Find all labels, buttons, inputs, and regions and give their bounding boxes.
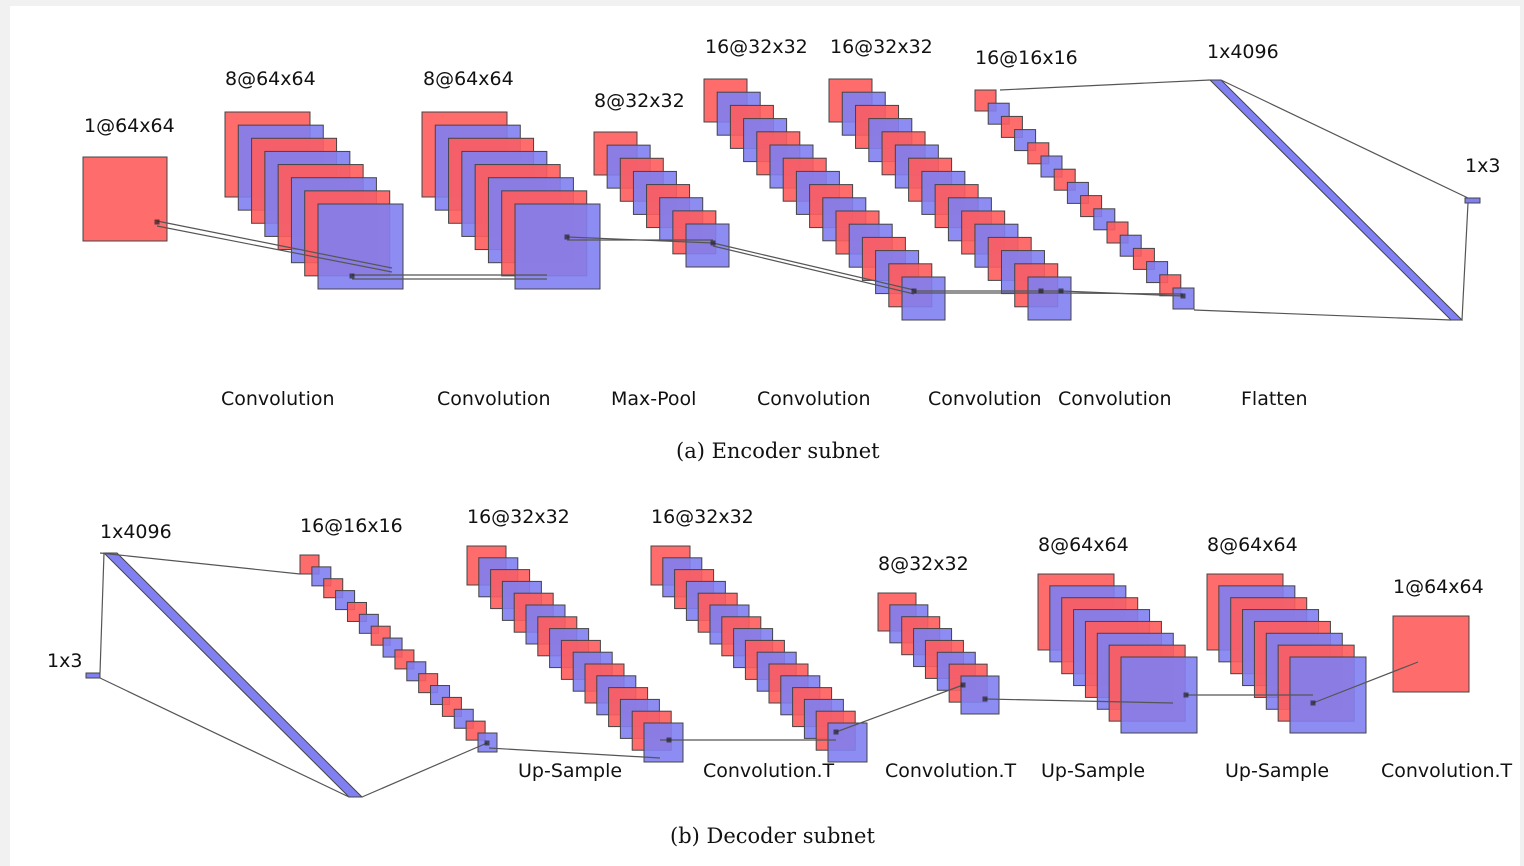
enc-flatten-bar — [1208, 79, 1464, 321]
dec-op-label: Up-Sample — [1225, 760, 1329, 782]
feature-map — [960, 675, 1000, 715]
connection-line — [1193, 309, 1452, 321]
feature-map — [643, 722, 684, 763]
enc-conv1-stack — [224, 111, 404, 290]
encoder-caption: (a) Encoder subnet — [676, 439, 880, 463]
feature-map — [1392, 615, 1470, 693]
enc-pool-stack — [593, 131, 730, 268]
connection-point — [1183, 692, 1189, 698]
enc-dim-label: 16@16x16 — [975, 47, 1078, 69]
connection-line — [984, 698, 1174, 704]
connection-point — [960, 682, 966, 688]
dec-dim-label: 16@32x32 — [651, 506, 754, 528]
connection-point — [564, 234, 570, 240]
connection-line — [99, 677, 350, 798]
connection-line — [999, 79, 1211, 91]
connection-point — [484, 740, 490, 746]
dec-op-label: Convolution.T — [1381, 760, 1513, 782]
enc-op-label: Convolution — [757, 388, 871, 410]
connection-line — [1060, 292, 1184, 295]
feature-map — [82, 156, 168, 242]
connection-point — [1038, 288, 1044, 294]
connection-point — [154, 219, 160, 225]
enc-op-label: Convolution — [221, 388, 335, 410]
connection-point — [833, 729, 839, 735]
connection-lines — [99, 79, 1469, 798]
dec-stack-32x32 — [877, 592, 1000, 715]
feature-map — [514, 203, 601, 290]
feature-map — [1027, 276, 1072, 321]
connection-line — [835, 684, 964, 733]
connection-line — [156, 220, 393, 269]
enc-dim-label: 8@64x64 — [225, 68, 316, 90]
dec-stack-upsample — [466, 545, 684, 763]
encoder-dimension-labels: 1@64x64 8@64x64 8@64x64 8@32x32 16@32x32… — [84, 36, 1500, 177]
layer-shapes — [82, 78, 1481, 798]
dec-stack-64x64-b — [1206, 573, 1367, 734]
feature-map — [901, 276, 946, 321]
dec-dim-label: 8@64x64 — [1038, 534, 1129, 556]
connection-line — [99, 552, 105, 674]
connection-line — [99, 552, 301, 575]
enc-latent-bar — [1464, 197, 1481, 204]
decoder-caption: (b) Decoder subnet — [670, 824, 875, 848]
connection-line — [1461, 202, 1469, 321]
encoder-operation-labels: Convolution Convolution Max-Pool Convolu… — [221, 388, 1307, 410]
feature-map — [827, 722, 868, 763]
enc-conv2-stack — [421, 111, 601, 290]
connection-line — [156, 225, 393, 273]
dec-dim-label: 16@32x32 — [467, 506, 570, 528]
decoder-dimension-labels: 1x4096 1x3 16@16x16 16@32x32 16@32x32 8@… — [47, 506, 1484, 672]
dec-op-label: Convolution.T — [885, 760, 1017, 782]
connection-line — [1312, 661, 1419, 704]
dec-stack-16x16 — [299, 554, 498, 753]
dec-op-label: Up-Sample — [1041, 760, 1145, 782]
enc-dim-label: 1@64x64 — [84, 115, 175, 137]
dec-dim-label: 1x4096 — [100, 521, 172, 543]
enc-dim-label: 1x3 — [1465, 155, 1500, 177]
connection-point — [710, 240, 716, 246]
connection-line — [1220, 79, 1469, 199]
connection-point — [666, 737, 672, 743]
enc-dim-label: 1x4096 — [1207, 41, 1279, 63]
enc-op-label: Convolution — [1058, 388, 1172, 410]
feature-map — [317, 203, 404, 290]
connection-line — [712, 242, 915, 291]
dec-dim-label: 1x3 — [47, 650, 82, 672]
enc-conv3-stack — [703, 78, 946, 321]
dec-stack-64x64-a — [1037, 573, 1198, 734]
connection-line — [488, 747, 661, 759]
enc-op-label: Convolution — [928, 388, 1042, 410]
dec-latent-bar — [85, 672, 101, 679]
connection-point — [982, 696, 988, 702]
enc-input-map — [82, 156, 168, 242]
connection-point — [911, 288, 917, 294]
connection-point — [1180, 293, 1186, 299]
connection-point — [1058, 288, 1064, 294]
enc-conv5-stack — [974, 89, 1195, 310]
connection-line — [361, 742, 488, 798]
dec-stack-convT1 — [650, 545, 868, 763]
connection-point — [1310, 700, 1316, 706]
connection-point — [349, 273, 355, 279]
enc-dim-label: 8@64x64 — [423, 68, 514, 90]
dec-dim-label: 1@64x64 — [1393, 576, 1484, 598]
enc-dim-label: 8@32x32 — [594, 90, 685, 112]
enc-dim-label: 16@32x32 — [830, 36, 933, 58]
connection-line — [712, 245, 915, 295]
dec-op-label: Convolution.T — [703, 760, 835, 782]
enc-conv4-stack — [828, 78, 1072, 321]
enc-op-label: Convolution — [437, 388, 551, 410]
dec-op-label: Up-Sample — [518, 760, 622, 782]
enc-dim-label: 16@32x32 — [705, 36, 808, 58]
dec-dim-label: 16@16x16 — [300, 515, 403, 537]
enc-op-label: Flatten — [1241, 388, 1307, 410]
dec-dim-label: 8@64x64 — [1207, 534, 1298, 556]
decoder-operation-labels: Up-Sample Convolution.T Convolution.T Up… — [518, 760, 1513, 782]
dec-output-map — [1392, 615, 1470, 693]
enc-op-label: Max-Pool — [611, 388, 696, 410]
dec-dim-label: 8@32x32 — [878, 553, 969, 575]
